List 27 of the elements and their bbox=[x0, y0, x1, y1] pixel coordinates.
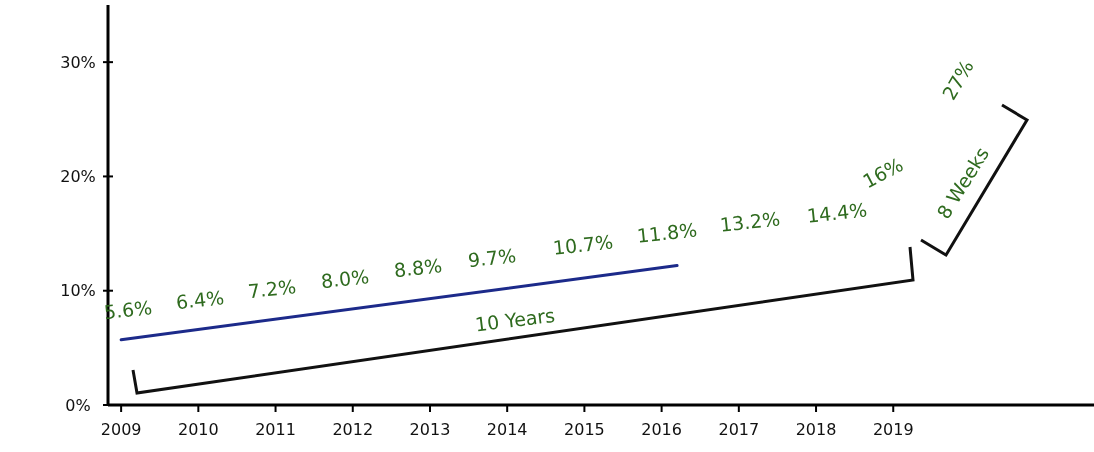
x-tick-label: 2018 bbox=[795, 420, 837, 439]
y-tick-label: 30% bbox=[60, 52, 96, 72]
annotation: 9.7% bbox=[466, 244, 518, 272]
annotation: 10.7% bbox=[551, 230, 615, 259]
annotation: 13.2% bbox=[718, 207, 782, 236]
annotation: 10 Years bbox=[473, 303, 557, 336]
x-tick-label: 2017 bbox=[718, 420, 760, 439]
annotation: 8.8% bbox=[392, 254, 444, 282]
y-tick-label: 10% bbox=[60, 281, 96, 301]
annotation: 5.6% bbox=[102, 296, 154, 324]
annotation: 7.2% bbox=[246, 275, 298, 303]
annotation: 11.8% bbox=[635, 218, 699, 247]
y-tick-label: 0% bbox=[65, 395, 91, 415]
x-tick-label: 2015 bbox=[564, 420, 605, 439]
x-tick-label: 2010 bbox=[177, 420, 219, 439]
x-tick-label: 2011 bbox=[255, 420, 296, 439]
y-tick-label: 20% bbox=[60, 167, 96, 187]
x-tick-label: 2012 bbox=[332, 420, 374, 439]
annotation: 16% bbox=[859, 153, 907, 193]
x-tick-label: 2014 bbox=[486, 420, 528, 439]
x-tick-label: 2009 bbox=[100, 420, 142, 439]
x-tick-label: 2016 bbox=[641, 420, 682, 439]
annotation: 6.4% bbox=[174, 286, 226, 314]
x-tick-label: 2013 bbox=[409, 420, 451, 439]
annotation: 14.4% bbox=[805, 198, 869, 227]
annotation: 8.0% bbox=[319, 265, 371, 293]
x-tick-label: 2019 bbox=[872, 420, 914, 439]
